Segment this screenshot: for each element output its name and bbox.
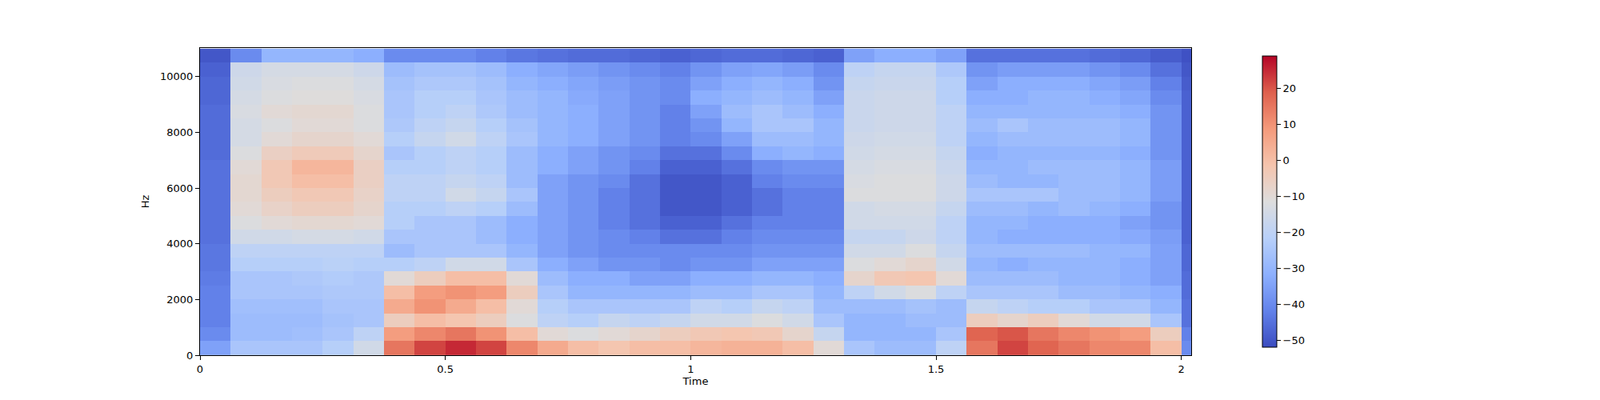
svg-text:0: 0: [196, 363, 204, 376]
svg-text:4000: 4000: [166, 237, 193, 250]
svg-text:8000: 8000: [166, 126, 193, 139]
svg-text:−10: −10: [1283, 190, 1305, 203]
svg-text:0: 0: [186, 349, 193, 362]
svg-text:−40: −40: [1283, 298, 1305, 311]
svg-text:−50: −50: [1283, 334, 1305, 347]
svg-text:Hz: Hz: [139, 195, 152, 209]
svg-text:0: 0: [1283, 154, 1290, 167]
svg-text:1.5: 1.5: [928, 363, 945, 376]
svg-text:−20: −20: [1283, 226, 1305, 239]
svg-text:−30: −30: [1283, 262, 1305, 275]
svg-text:0.5: 0.5: [436, 363, 454, 376]
svg-text:Time: Time: [682, 375, 709, 388]
svg-text:20: 20: [1283, 82, 1297, 95]
svg-text:1: 1: [687, 363, 694, 376]
svg-text:10000: 10000: [160, 70, 193, 83]
svg-text:10: 10: [1283, 118, 1297, 131]
svg-text:2000: 2000: [166, 293, 193, 306]
svg-text:6000: 6000: [166, 182, 193, 195]
svg-text:2: 2: [1178, 363, 1185, 376]
